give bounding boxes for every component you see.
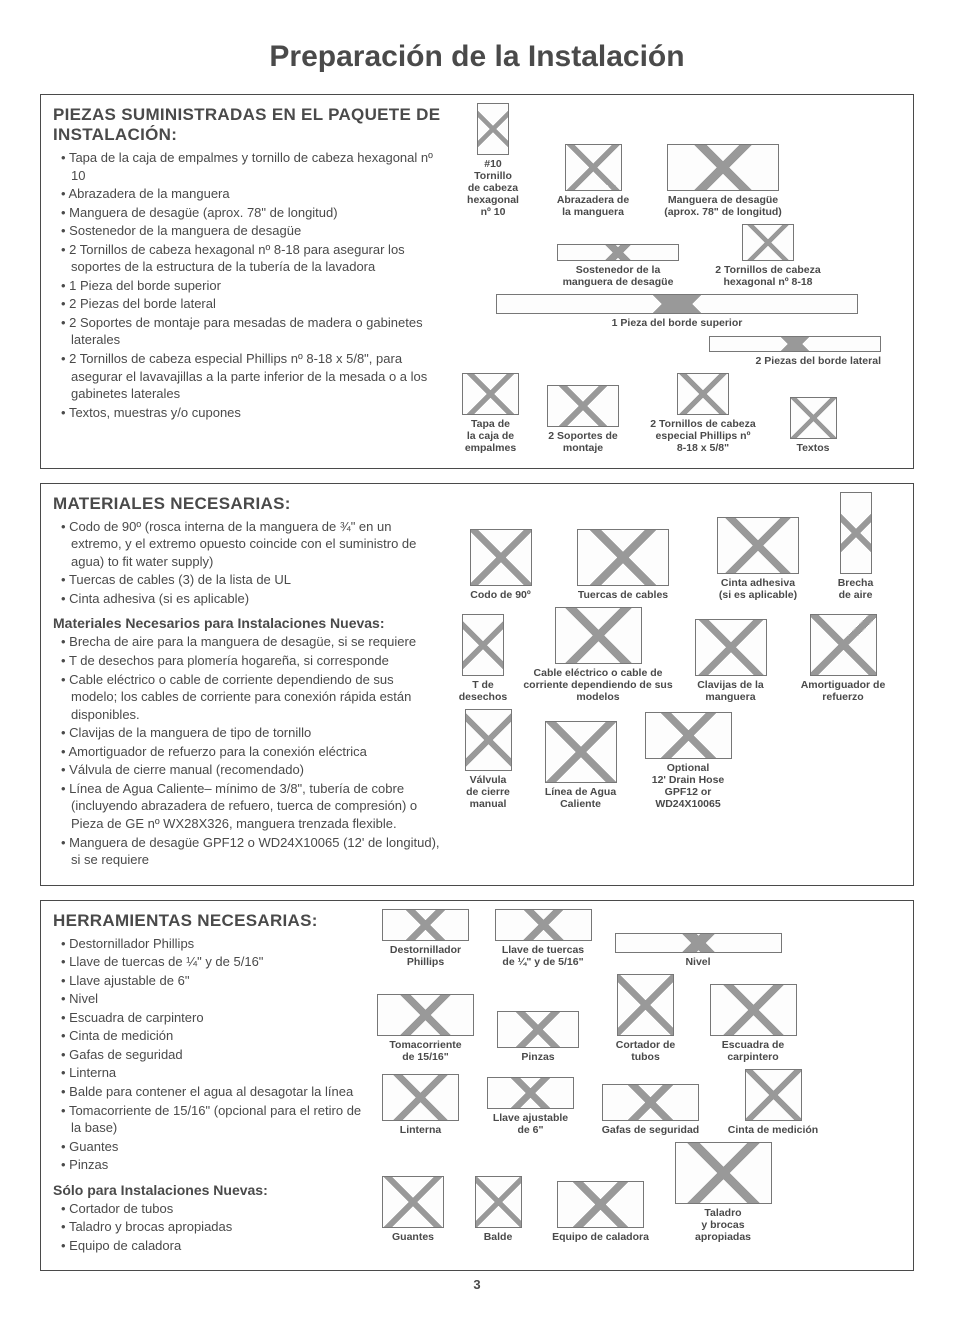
list-item: Guantes <box>61 1138 363 1156</box>
page-title: Preparación de la Instalación <box>40 40 914 74</box>
illus-label: Tomacorriente de 15/16" <box>389 1039 461 1063</box>
section1-heading: PIEZAS SUMINISTRADAS EN EL PAQUETE DE IN… <box>53 105 443 145</box>
section-parts: PIEZAS SUMINISTRADAS EN EL PAQUETE DE IN… <box>40 94 914 469</box>
list-item: Codo de 90º (rosca interna de la manguer… <box>61 518 443 571</box>
list-item: Equipo de caladora <box>61 1237 363 1255</box>
illus-label: Escuadra de carpintero <box>722 1039 784 1063</box>
list-item: Clavijas de la manguera de tipo de torni… <box>61 724 443 742</box>
list-item: Textos, muestras y/o cupones <box>61 404 443 422</box>
illus-label: 2 Soportes de montaje <box>548 430 617 454</box>
list-item: Llave ajustable de 6" <box>61 972 363 990</box>
list-item: 2 Piezas del borde lateral <box>61 295 443 313</box>
list-item: Llave de tuercas de ¼" y de 5/16" <box>61 953 363 971</box>
illus-label: Balde <box>484 1231 513 1243</box>
illus-label: Abrazadera de la manguera <box>557 194 629 218</box>
illus-label: T de desechos <box>459 679 507 703</box>
illus-label: Destornillador Phillips <box>390 944 461 968</box>
illus-label: Taladro y brocas apropiadas <box>695 1207 751 1243</box>
list-item: Tuercas de cables (3) de la lista de UL <box>61 571 443 589</box>
list-item: Manguera de desagüe (aprox. 78" de longi… <box>61 204 443 222</box>
section3-heading: HERRAMIENTAS NECESARIAS: <box>53 911 363 931</box>
list-item: 2 Tornillos de cabeza hexagonal nº 8-18 … <box>61 241 443 276</box>
illus-label: Llave de tuercas de ¼" y de 5/16" <box>502 944 584 968</box>
illus-label: Cinta adhesiva (si es aplicable) <box>719 577 797 601</box>
list-item: Tapa de la caja de empalmes y tornillo d… <box>61 149 443 184</box>
list-item: Cable eléctrico o cable de corriente dep… <box>61 671 443 724</box>
illus-label: Manguera de desagüe (aprox. 78" de longi… <box>664 194 782 218</box>
illus-label: 2 Tornillos de cabeza hexagonal nº 8-18 <box>715 264 820 288</box>
illus-label: Tapa de la caja de empalmes <box>465 418 516 454</box>
list-item: Linterna <box>61 1064 363 1082</box>
section1-list: Tapa de la caja de empalmes y tornillo d… <box>61 149 443 421</box>
list-item: Escuadra de carpintero <box>61 1009 363 1027</box>
section3-subheading: Sólo para Instalaciones Nuevas: <box>53 1182 363 1198</box>
list-item: Sostenedor de la manguera de desagüe <box>61 222 443 240</box>
illus-label: Cinta de medición <box>728 1124 818 1136</box>
list-item: Manguera de desagüe GPF12 o WD24X10065 (… <box>61 834 443 869</box>
section2-subheading: Materiales Necesarios para Instalaciones… <box>53 615 443 631</box>
list-item: Nivel <box>61 990 363 1008</box>
illus-label: Cable eléctrico o cable de corriente dep… <box>523 667 672 703</box>
illus-label: Llave ajustable de 6" <box>493 1112 568 1136</box>
list-item: Cortador de tubos <box>61 1200 363 1218</box>
illus-label: 2 Piezas del borde lateral <box>756 355 881 367</box>
list-item: 1 Pieza del borde superior <box>61 277 443 295</box>
illus-label: Textos <box>796 442 829 454</box>
section-tools: HERRAMIENTAS NECESARIAS: Destornillador … <box>40 900 914 1272</box>
list-item: Abrazadera de la manguera <box>61 185 443 203</box>
illus-label: Sostenedor de la manguera de desagüe <box>563 264 674 288</box>
illus-label: Línea de Agua Caliente <box>545 786 616 810</box>
illus-label: Brecha de aire <box>838 577 874 601</box>
list-item: Taladro y brocas apropiadas <box>61 1218 363 1236</box>
list-item: Válvula de cierre manual (recomendado) <box>61 761 443 779</box>
list-item: Pinzas <box>61 1156 363 1174</box>
list-item: Amortiguador de refuerzo para la conexió… <box>61 743 443 761</box>
list-item: Cinta de medición <box>61 1027 363 1045</box>
illus-label: 1 Pieza del borde superior <box>612 317 743 329</box>
illus-label: Guantes <box>392 1231 434 1243</box>
list-item: Línea de Agua Caliente– mínimo de 3/8", … <box>61 780 443 833</box>
list-item: T de desechos para plomería hogareña, si… <box>61 652 443 670</box>
illus-label: Nivel <box>685 956 710 968</box>
illus-label: 2 Tornillos de cabeza especial Phillips … <box>650 418 755 454</box>
section-materials: MATERIALES NECESARIAS: Codo de 90º (rosc… <box>40 483 914 886</box>
illus-label: Linterna <box>400 1124 441 1136</box>
list-item: 2 Soportes de montaje para mesadas de ma… <box>61 314 443 349</box>
illus-label: Amortiguador de refuerzo <box>801 679 886 703</box>
list-item: Balde para contener el agua al desagotar… <box>61 1083 363 1101</box>
illus-label: #10 Tornillo de cabeza hexagonal nº 10 <box>467 158 519 218</box>
illus-label: Tuercas de cables <box>578 589 668 601</box>
list-item: Destornillador Phillips <box>61 935 363 953</box>
list-item: Gafas de seguridad <box>61 1046 363 1064</box>
section2-heading: MATERIALES NECESARIAS: <box>53 494 443 514</box>
illus-label: Válvula de cierre manual <box>466 774 510 810</box>
illus-label: Codo de 90º <box>470 589 530 601</box>
list-item: Cinta adhesiva (si es aplicable) <box>61 590 443 608</box>
page-number: 3 <box>40 1277 914 1292</box>
list-item: Tomacorriente de 15/16" (opcional para e… <box>61 1102 363 1137</box>
illus-label: Gafas de seguridad <box>602 1124 699 1136</box>
illus-label: Optional 12' Drain Hose GPF12 or WD24X10… <box>652 762 725 810</box>
illus-label: Clavijas de la manguera <box>697 679 764 703</box>
illus-label: Equipo de caladora <box>552 1231 649 1243</box>
list-item: Brecha de aire para la manguera de desag… <box>61 633 443 651</box>
illus-label: Pinzas <box>521 1051 554 1063</box>
list-item: 2 Tornillos de cabeza especial Phillips … <box>61 350 443 403</box>
illus-label: Cortador de tubos <box>616 1039 676 1063</box>
